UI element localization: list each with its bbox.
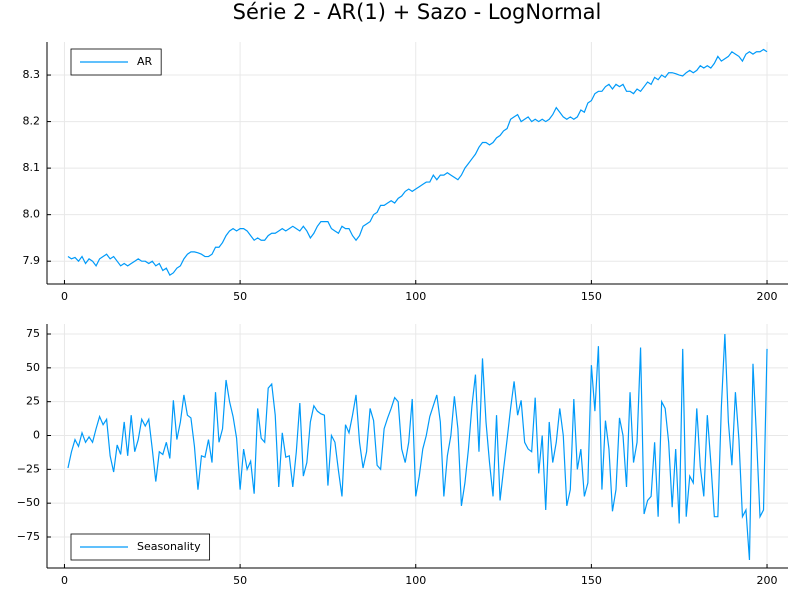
x-tick-label: 150 [581, 574, 602, 587]
x-tick-label: 50 [233, 574, 247, 587]
y-tick-label: −75 [17, 530, 40, 543]
y-tick-label: 8.0 [23, 208, 41, 221]
y-tick-label: 8.2 [23, 115, 41, 128]
figure-title: Série 2 - AR(1) + Sazo - LogNormal [233, 0, 602, 24]
x-tick-label: 0 [61, 574, 68, 587]
y-tick-label: 50 [26, 361, 40, 374]
x-tick-label: 150 [581, 290, 602, 303]
y-tick-label: 75 [26, 327, 40, 340]
x-tick-label: 0 [61, 290, 68, 303]
legend-label: AR [137, 55, 153, 68]
x-tick-label: 200 [757, 290, 778, 303]
y-tick-label: −25 [17, 462, 40, 475]
y-tick-label: 25 [26, 395, 40, 408]
series-line [67, 48, 768, 277]
x-tick-label: 50 [233, 290, 247, 303]
y-tick-label: 0 [33, 429, 40, 442]
x-tick-label: 100 [405, 290, 426, 303]
y-tick-label: 7.9 [23, 254, 41, 267]
x-tick-label: 200 [757, 574, 778, 587]
y-tick-label: 8.3 [23, 68, 41, 81]
y-tick-label: −50 [17, 496, 40, 509]
legend-label: Seasonality [137, 540, 201, 553]
x-tick-label: 100 [405, 574, 426, 587]
series-line [67, 333, 768, 561]
y-tick-label: 8.1 [23, 161, 41, 174]
